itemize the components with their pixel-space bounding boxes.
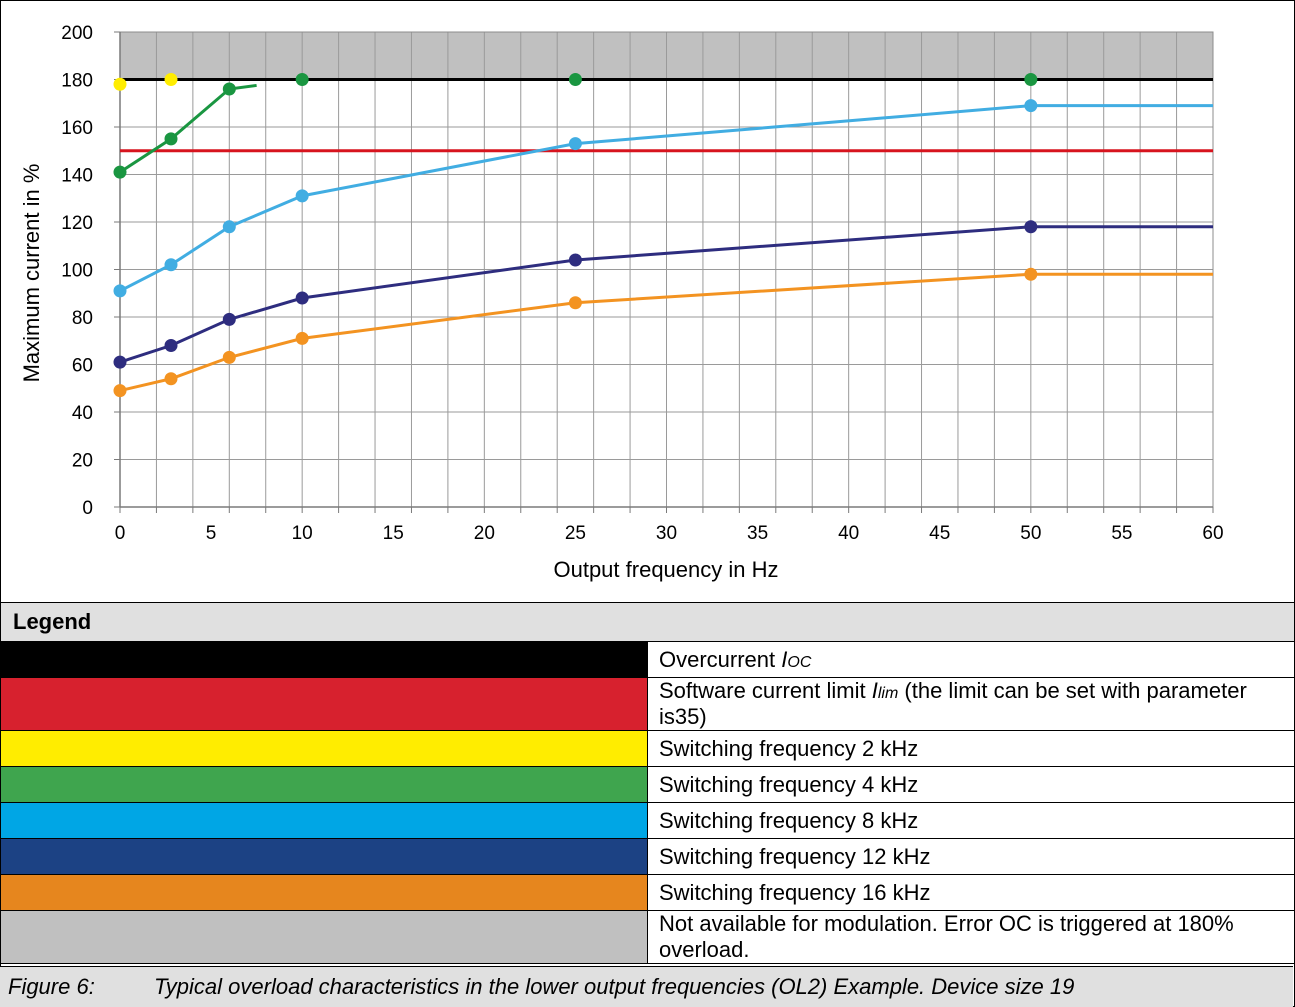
- legend-symbol: I: [871, 678, 878, 703]
- series-16khz-point: [568, 296, 582, 310]
- series-16khz-point: [164, 372, 178, 386]
- legend-4khz-swatch: [0, 766, 648, 803]
- x-tick-label: 30: [656, 523, 677, 544]
- legend-text: Software current limit: [659, 678, 872, 703]
- x-tick-label: 0: [115, 523, 126, 544]
- legend-12khz-swatch: [0, 838, 648, 875]
- legend-2khz-label: Switching frequency 2 kHz: [647, 730, 1295, 767]
- legend-8khz-swatch: [0, 802, 648, 839]
- series-4khz-point: [164, 132, 178, 146]
- series-8khz-point: [113, 284, 127, 298]
- y-tick-label: 160: [61, 118, 93, 139]
- series-2khz-point: [113, 77, 127, 91]
- legend-table: Legend Overcurrent IOC Software current l…: [0, 602, 1295, 964]
- legend-header-row: Legend: [0, 602, 1295, 642]
- series-4khz-point: [1024, 73, 1038, 86]
- legend-rows: Overcurrent IOC Software current limit Il…: [0, 641, 1295, 964]
- figure-caption: Figure 6: Typical overload characteristic…: [0, 966, 1293, 1007]
- legend-text: Switching frequency 4 kHz: [659, 771, 919, 797]
- legend-subscript: lim: [877, 685, 899, 702]
- series-4khz-point: [295, 73, 309, 86]
- legend-overcurrent-label: Overcurrent IOC: [647, 641, 1295, 678]
- legend-text-after: (the limit can be set with parameter is3…: [659, 678, 1247, 729]
- legend-software-limit-swatch: [0, 677, 648, 731]
- legend-software-limit-row: Software current limit Ilim (the limit c…: [0, 677, 1295, 731]
- series-12khz-point: [1024, 220, 1038, 234]
- legend-unavailable-row: Not available for modulation. Error OC i…: [0, 910, 1295, 964]
- legend-8khz-label: Switching frequency 8 kHz: [647, 802, 1295, 839]
- legend-subscript: OC: [787, 653, 812, 671]
- figure-number: Figure 6:: [8, 974, 95, 999]
- legend-software-limit-label: Software current limit Ilim (the limit c…: [647, 677, 1295, 731]
- series-16khz-point: [113, 384, 127, 398]
- x-tick-label: 10: [292, 523, 313, 544]
- legend-2khz-row: Switching frequency 2 kHz: [0, 730, 1295, 767]
- legend-text: Not available for modulation. Error OC i…: [659, 911, 1234, 962]
- series-8khz-point: [222, 220, 236, 234]
- legend-text: Switching frequency 2 kHz: [659, 735, 919, 761]
- x-tick-label: 25: [565, 523, 586, 544]
- series-12khz-point: [222, 312, 236, 326]
- y-tick-label: 40: [72, 403, 93, 424]
- x-tick-label: 20: [474, 523, 495, 544]
- overload-chart: 0 5 10 15 20 25 30 35 40 45 50 55 60 0 20 40 60 80 100 120 1…: [19, 23, 1224, 582]
- legend-text: Overcurrent: [659, 646, 782, 672]
- y-tick-label: 200: [61, 23, 93, 44]
- legend-overcurrent-swatch: [0, 641, 648, 678]
- legend-unavailable-swatch: [0, 910, 648, 964]
- legend-text: Switching frequency 16 kHz: [659, 879, 931, 905]
- legend-heading: Legend: [0, 602, 1295, 642]
- series-12khz-point: [113, 355, 127, 369]
- y-tick-label: 120: [61, 213, 93, 234]
- y-tick-label: 0: [82, 498, 93, 519]
- series-8khz-point: [164, 258, 178, 272]
- x-axis-title: Output frequency in Hz: [553, 557, 778, 582]
- series-8khz-point: [1024, 99, 1038, 113]
- series-8khz-point: [568, 137, 582, 151]
- x-tick-label: 60: [1202, 523, 1223, 544]
- y-tick-label: 60: [72, 356, 93, 377]
- plot-area: 0 5 10 15 20 25 30 35 40 45 50 55 60 0 20 40 60 80 100 120 1…: [61, 23, 1223, 544]
- series-12khz-point: [568, 253, 582, 267]
- legend-8khz-row: Switching frequency 8 kHz: [0, 802, 1295, 839]
- y-tick-label: 140: [61, 166, 93, 187]
- legend-4khz-label: Switching frequency 4 kHz: [647, 766, 1295, 803]
- legend-text: Switching frequency 12 kHz: [659, 843, 931, 869]
- legend-symbol: I: [781, 646, 788, 672]
- series-2khz-point: [164, 73, 178, 86]
- series-12khz-point: [164, 339, 178, 352]
- legend-16khz-row: Switching frequency 16 kHz: [0, 874, 1295, 911]
- series-4khz-point: [113, 165, 127, 179]
- x-tick-label: 5: [206, 523, 217, 544]
- series-16khz-point: [295, 331, 309, 345]
- legend-16khz-label: Switching frequency 16 kHz: [647, 874, 1295, 911]
- series-4khz-point: [222, 82, 236, 96]
- legend-text: Switching frequency 8 kHz: [659, 807, 919, 833]
- figure-caption-text: Typical overload characteristics in the …: [154, 974, 1075, 999]
- y-tick-label: 100: [61, 261, 93, 282]
- series-16khz-point: [222, 350, 236, 364]
- x-tick-label: 35: [747, 523, 768, 544]
- legend-16khz-swatch: [0, 874, 648, 911]
- y-axis-title: Maximum current in %: [19, 164, 44, 383]
- x-tick-label: 40: [838, 523, 859, 544]
- x-tick-label: 15: [383, 523, 404, 544]
- legend-12khz-label: Switching frequency 12 kHz: [647, 838, 1295, 875]
- y-tick-label: 20: [72, 451, 93, 472]
- series-12khz-point: [295, 291, 309, 305]
- legend-unavailable-label: Not available for modulation. Error OC i…: [647, 910, 1295, 964]
- series-4khz-point: [568, 73, 582, 86]
- legend-12khz-row: Switching frequency 12 kHz: [0, 838, 1295, 875]
- x-tick-label: 45: [929, 523, 950, 544]
- series-16khz-point: [1024, 267, 1038, 281]
- legend-4khz-row: Switching frequency 4 kHz: [0, 766, 1295, 803]
- series-4khz-line: [119, 83, 257, 174]
- legend-2khz-swatch: [0, 730, 648, 767]
- x-tick-label: 50: [1020, 523, 1041, 544]
- series-8khz-point: [295, 189, 309, 203]
- x-tick-label: 55: [1111, 523, 1132, 544]
- y-tick-label: 180: [61, 71, 93, 92]
- legend-overcurrent-row: Overcurrent IOC: [0, 641, 1295, 678]
- y-tick-label: 80: [72, 308, 93, 329]
